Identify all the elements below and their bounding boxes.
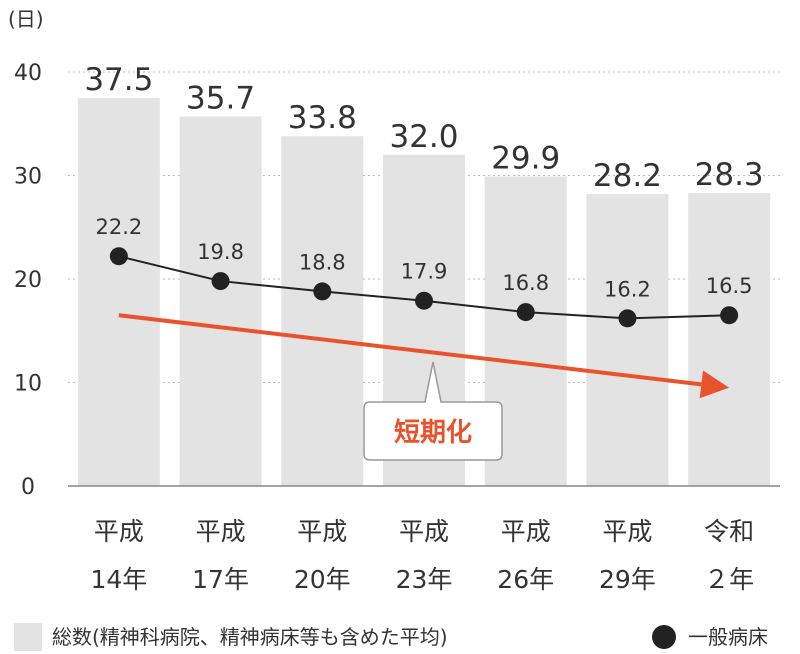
x-tick-label-line1: 平成	[399, 517, 449, 546]
legend-label-bar: 総数(精神科病院、精神病床等も含めた平均)	[52, 625, 448, 649]
callout: 短期化	[363, 361, 503, 461]
x-tick-labels: 平成 14年 平成 17年 平成 20年 平成 23年 平成 26年 平成 29年 令和 ２年	[90, 517, 754, 594]
point-value-label: 18.8	[299, 250, 346, 274]
line-point	[516, 303, 535, 322]
legend-label-line: 一般病床	[688, 625, 768, 649]
trend-arrow	[118, 313, 730, 399]
y-tick-label: 10	[14, 372, 42, 397]
bar-value-label: 33.8	[288, 100, 357, 136]
line-point	[109, 247, 128, 266]
trend-arrow-head	[699, 370, 730, 399]
bar	[586, 194, 669, 486]
bar	[281, 136, 364, 487]
x-tick-label-line1: 平成	[94, 517, 144, 546]
line-series	[109, 247, 739, 328]
bar-value-label: 35.7	[186, 81, 255, 117]
y-tick-label: 0	[21, 475, 35, 500]
y-tick-label: 30	[14, 165, 42, 190]
point-value-label: 16.8	[502, 271, 549, 295]
point-value-label: 19.8	[197, 240, 244, 264]
x-tick-label-line2: 14年	[90, 565, 147, 594]
legend-swatch-line	[652, 625, 676, 649]
bar-value-labels: 37.5 35.7 33.8 32.0 29.9 28.2 28.3	[84, 62, 763, 194]
x-tick-label-line1: 平成	[602, 517, 652, 546]
bar-value-label: 32.0	[389, 119, 458, 155]
y-tick-label: 20	[14, 268, 42, 293]
line-point	[415, 291, 433, 310]
line-point	[313, 282, 332, 301]
bar-value-label: 29.9	[491, 141, 560, 177]
point-value-label: 16.2	[604, 277, 651, 301]
x-tick-label-line2: 29年	[599, 565, 656, 594]
x-tick-label-line2: ２年	[704, 565, 754, 594]
x-tick-label-line1: 令和	[704, 517, 754, 546]
x-tick-label-line2: 17年	[192, 565, 249, 594]
callout-box	[363, 361, 503, 461]
point-value-labels: 22.2 19.8 18.8 17.9 16.8 16.2 16.5	[95, 215, 752, 301]
point-value-label: 22.2	[95, 215, 142, 239]
bar-value-label: 37.5	[84, 62, 153, 98]
x-tick-label-line1: 平成	[501, 517, 551, 546]
point-value-label: 17.9	[401, 260, 448, 284]
bar-value-label: 28.3	[695, 157, 764, 193]
y-axis-unit-label: (日)	[8, 7, 44, 31]
trend-arrow-shaft	[118, 313, 702, 387]
x-tick-label-line1: 平成	[297, 517, 347, 546]
x-tick-label-line1: 平成	[196, 517, 246, 546]
callout-text: 短期化	[394, 418, 472, 448]
x-tick-label-line2: 26年	[497, 565, 554, 594]
bar	[688, 193, 771, 486]
y-tick-labels: 0 10 20 30 40	[14, 61, 42, 500]
legend-swatch-bar	[14, 623, 42, 651]
x-tick-label-line2: 20年	[294, 565, 351, 594]
x-tick-label-line2: 23年	[396, 565, 453, 594]
line-point	[720, 306, 739, 325]
point-value-label: 16.5	[706, 274, 753, 298]
bar	[179, 116, 262, 486]
y-tick-label: 40	[14, 61, 42, 86]
legend: 総数(精神科病院、精神病床等も含めた平均) 一般病床	[14, 623, 768, 651]
bar-value-label: 28.2	[593, 158, 662, 194]
line-point	[618, 309, 637, 328]
line-point	[211, 272, 230, 291]
bar	[77, 97, 160, 486]
